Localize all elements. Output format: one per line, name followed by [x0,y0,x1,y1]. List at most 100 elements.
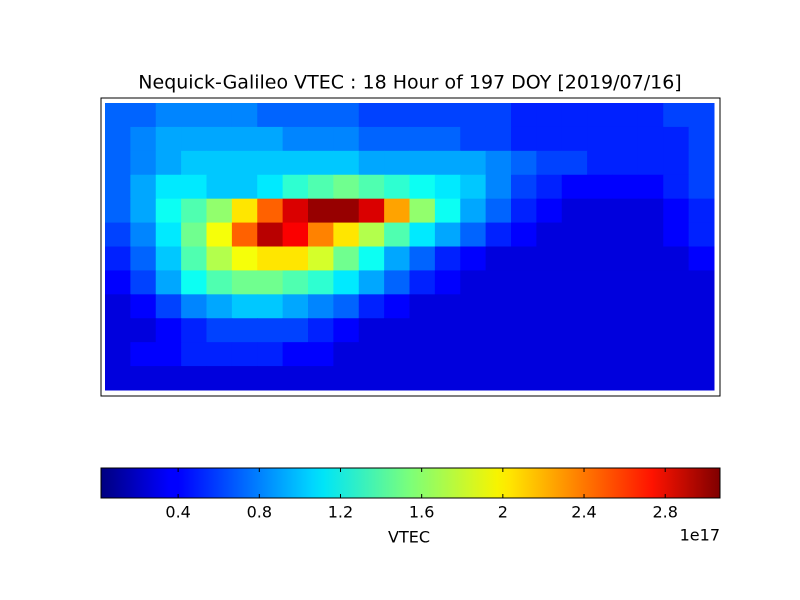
cell [536,174,563,200]
cell [257,103,284,128]
cell [511,270,537,295]
cell [409,103,436,128]
cell [308,342,334,367]
cell [333,366,360,391]
cell [333,126,360,152]
cell [257,174,284,200]
cell [384,103,410,128]
cell [409,294,436,319]
cell [181,198,207,224]
cell [282,342,309,367]
cell [358,150,385,176]
cell [105,150,131,176]
cell [434,222,461,247]
colorbar [100,467,721,499]
cell [155,198,182,224]
colorbar-tick-label: 2 [498,503,508,522]
cell [384,150,410,176]
cell [282,103,309,128]
cell [308,246,334,271]
cell [206,294,233,319]
cell [308,270,334,295]
cell [282,366,309,391]
cell [511,294,537,319]
cell [637,174,664,200]
cell [587,103,613,128]
cell [206,342,233,367]
cell [637,342,664,367]
cell [206,150,233,176]
cell [485,150,512,176]
cell [612,103,639,128]
cell [384,294,410,319]
cell [155,366,182,391]
cell [663,342,690,367]
cell [409,246,436,271]
cell [231,342,258,367]
cell [231,318,258,343]
cell [358,126,385,152]
cell [511,126,537,152]
cell [308,150,334,176]
cell [155,103,182,128]
cell [688,318,715,343]
cell [155,126,182,152]
cell [181,270,207,295]
cell [536,103,563,128]
cell [663,294,690,319]
cell [434,318,461,343]
cell [511,222,537,247]
cell [485,126,512,152]
cell [358,198,385,224]
cell [333,294,360,319]
cell [358,366,385,391]
cell [206,198,233,224]
cell [130,246,157,271]
cell [612,174,639,200]
cell [587,246,613,271]
cell [105,198,131,224]
cell [511,103,537,128]
cell [587,342,613,367]
cell [511,318,537,343]
cell [155,174,182,200]
cell [561,366,588,391]
cell [688,174,715,200]
cell [663,222,690,247]
cell [181,174,207,200]
cell [282,150,309,176]
cell [257,126,284,152]
cell [130,222,157,247]
cell [384,270,410,295]
colorbar-tick-label: 0.8 [247,503,272,522]
cell [587,366,613,391]
cell [688,103,715,128]
cell [308,318,334,343]
cell [511,150,537,176]
cell [333,246,360,271]
cell [384,174,410,200]
cell [155,342,182,367]
cell [434,366,461,391]
cell [460,318,487,343]
cell [155,222,182,247]
cell [536,126,563,152]
cell [257,198,284,224]
cell [460,222,487,247]
cell [637,318,664,343]
cell [130,318,157,343]
cell [333,318,360,343]
cell [333,150,360,176]
cell [257,246,284,271]
cell [206,174,233,200]
cell [688,126,715,152]
cell [485,270,512,295]
cell [485,294,512,319]
colorbar-tick-label: 1.2 [328,503,353,522]
cell [485,174,512,200]
cell [561,342,588,367]
cell [460,342,487,367]
cell [155,294,182,319]
